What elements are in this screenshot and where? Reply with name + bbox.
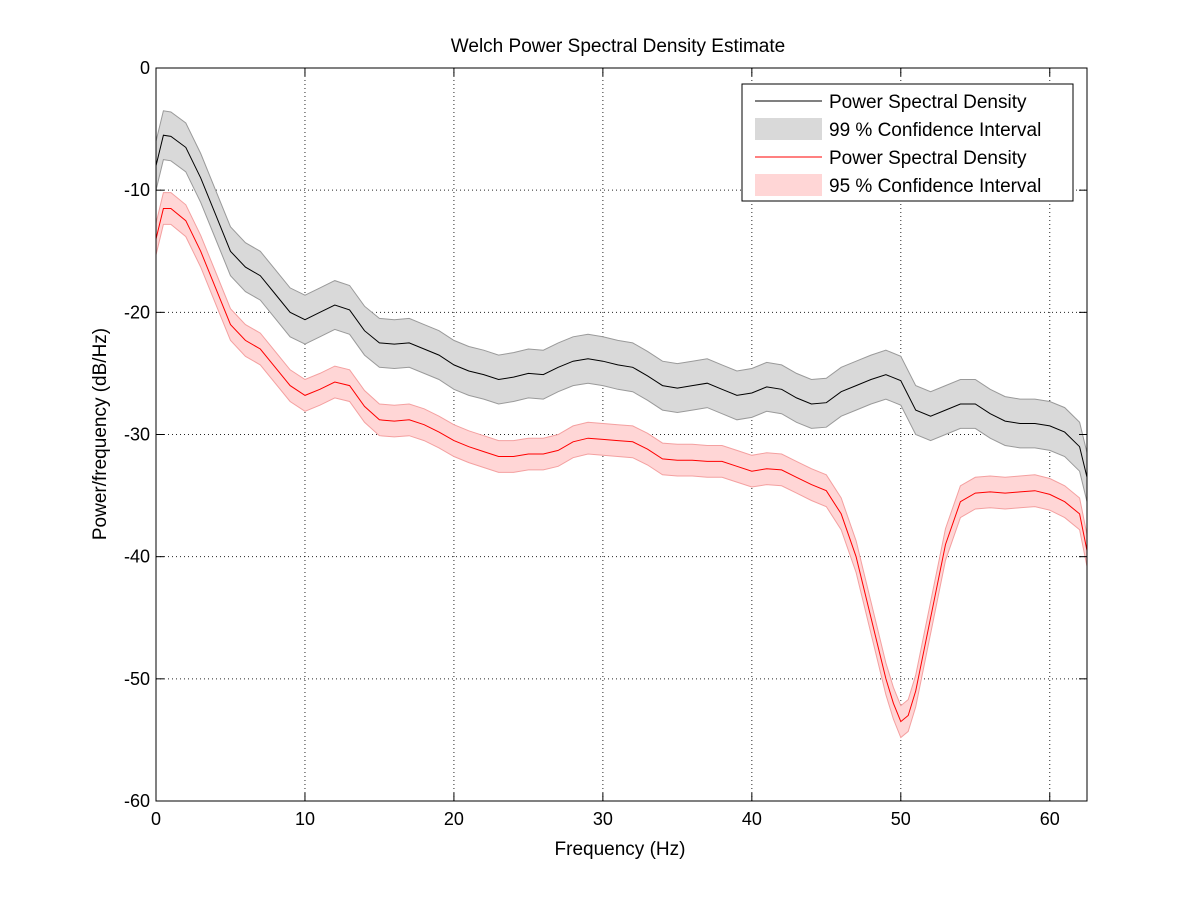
x-tick-label: 50: [891, 809, 911, 829]
x-axis-label: Frequency (Hz): [555, 839, 686, 860]
band-upper-edge-1: [156, 110, 1087, 453]
data-layer: [156, 110, 1087, 739]
y-tick-label: -20: [124, 302, 150, 322]
x-tick-label: 20: [444, 809, 464, 829]
legend-label: Power Spectral Density: [829, 148, 1027, 169]
x-tick-label: 40: [742, 809, 762, 829]
x-tick-label: 0: [151, 809, 161, 829]
confidence-band-1: [156, 110, 1087, 502]
legend: Power Spectral Density 99 % Confidence In…: [741, 83, 1074, 202]
y-tick-label: -50: [124, 669, 150, 689]
x-tick-label: 30: [593, 809, 613, 829]
psd-line-2: [156, 208, 1087, 723]
y-axis-label: Power/frequency (dB/Hz): [90, 328, 111, 540]
legend-swatch-band: [755, 118, 822, 140]
y-tick-label: -60: [124, 791, 150, 811]
legend-label: Power Spectral Density: [829, 92, 1027, 113]
legend-label: 99 % Confidence Interval: [829, 120, 1041, 141]
x-tick-label: 60: [1040, 809, 1060, 829]
band-lower-edge-2: [156, 223, 1087, 739]
y-tick-label: -10: [124, 180, 150, 200]
legend-label: 95 % Confidence Interval: [829, 176, 1041, 197]
band-upper-edge-2: [156, 192, 1087, 707]
legend-swatch-band: [755, 174, 822, 196]
y-tick-label: 0: [140, 58, 150, 78]
x-tick-label: 10: [295, 809, 315, 829]
psd-line-1: [156, 134, 1087, 478]
y-tick-label: -30: [124, 425, 150, 445]
y-tick-label: -40: [124, 547, 150, 567]
plot-area: 0 10 20 30 40 50 60 0 -10 -20 -30 -40 -50 -60 Power Sp…: [124, 58, 1088, 829]
band-lower-edge-1: [156, 159, 1087, 502]
chart-title: Welch Power Spectral Density Estimate: [451, 36, 785, 57]
